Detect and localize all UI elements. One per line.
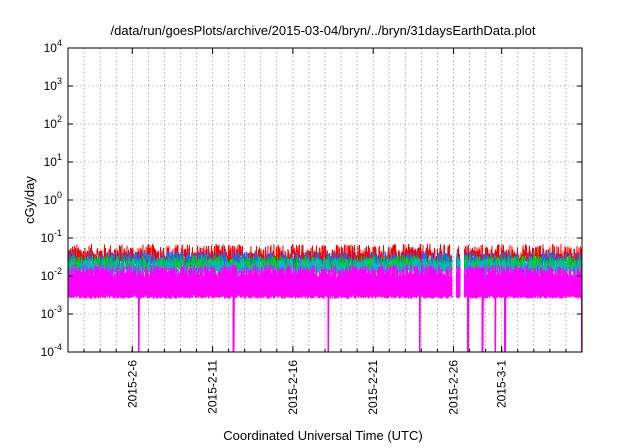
x-axis: 2015-2-6 2015-2-11 2015-2-16 2015-2-21 2015-… (67, 48, 583, 415)
x-tick-label: 2015-2-16 (286, 360, 300, 415)
grid (68, 48, 582, 352)
y-tick-label: 102 (44, 114, 62, 131)
x-tick-label: 2015-2-21 (366, 360, 380, 415)
y-tick-label: 101 (44, 152, 62, 169)
x-tick-label: 2015-2-26 (447, 360, 461, 415)
series-area (67, 243, 583, 353)
y-axis: 10-4 10-3 10-2 10-1 100 101 102 103 104 (41, 38, 582, 359)
x-tick-label: 2015-3-1 (495, 360, 509, 408)
y-tick-label: 103 (44, 76, 62, 93)
y-tick-label: 104 (44, 38, 62, 55)
x-tick-label: 2015-2-6 (125, 360, 139, 408)
y-axis-label: cGy/day (22, 176, 37, 224)
y-tick-label: 10-1 (41, 228, 62, 245)
y-tick-label: 100 (44, 190, 62, 207)
chart-title: /data/run/goesPlots/archive/2015-03-04/b… (111, 23, 536, 38)
x-tick-label: 2015-2-11 (206, 360, 220, 414)
series-line (67, 264, 583, 353)
y-tick-label: 10-3 (41, 304, 62, 321)
y-tick-label: 10-4 (41, 342, 62, 359)
y-tick-label: 10-2 (41, 266, 62, 283)
x-axis-label: Coordinated Universal Time (UTC) (223, 428, 422, 443)
